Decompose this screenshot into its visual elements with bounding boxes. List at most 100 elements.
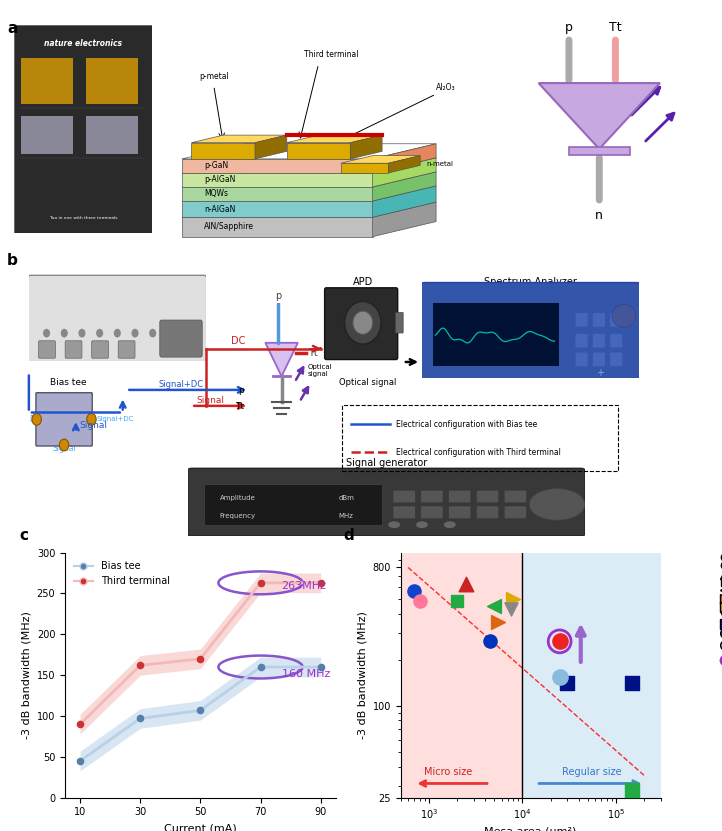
FancyBboxPatch shape (448, 506, 471, 519)
Text: p: p (238, 386, 244, 396)
Polygon shape (373, 186, 436, 217)
Text: 263MHz: 263MHz (282, 581, 326, 591)
Text: +: + (596, 368, 604, 378)
Text: MQWs: MQWs (204, 189, 228, 199)
FancyBboxPatch shape (575, 313, 588, 327)
FancyBboxPatch shape (593, 352, 605, 366)
Polygon shape (182, 187, 373, 201)
Text: V: V (74, 299, 82, 309)
Text: p: p (275, 292, 282, 302)
Point (451, 595, 463, 608)
Polygon shape (341, 155, 420, 163)
FancyBboxPatch shape (504, 506, 526, 519)
FancyBboxPatch shape (610, 313, 622, 327)
Bar (401, 553, 523, 798)
Text: Regular size: Regular size (562, 767, 622, 777)
Circle shape (114, 329, 121, 337)
Text: Signal: Signal (52, 444, 76, 453)
Point (627, 676, 638, 690)
Polygon shape (350, 135, 382, 159)
Point (554, 670, 565, 683)
Circle shape (43, 329, 50, 337)
Circle shape (131, 329, 139, 337)
FancyBboxPatch shape (610, 352, 622, 366)
Polygon shape (341, 163, 388, 173)
Circle shape (61, 329, 68, 337)
FancyBboxPatch shape (593, 334, 605, 347)
Y-axis label: -3 dB bandwidth (MHz): -3 dB bandwidth (MHz) (21, 612, 31, 739)
Polygon shape (255, 135, 287, 159)
Bar (86, 58, 138, 104)
Text: Third terminal: Third terminal (304, 51, 359, 59)
Circle shape (32, 413, 41, 425)
Text: Signal+DC: Signal+DC (97, 416, 134, 422)
Circle shape (612, 304, 636, 327)
Bar (86, 116, 138, 154)
Circle shape (416, 521, 428, 529)
FancyBboxPatch shape (160, 320, 202, 357)
FancyBboxPatch shape (65, 341, 82, 358)
Point (627, 784, 638, 797)
Text: mA: mA (122, 299, 141, 309)
Polygon shape (182, 217, 373, 237)
FancyBboxPatch shape (325, 288, 398, 360)
Text: Tt: Tt (235, 402, 244, 411)
Point (508, 592, 519, 605)
Point (461, 578, 472, 591)
Text: b: b (7, 253, 18, 268)
Polygon shape (373, 172, 436, 201)
Polygon shape (373, 144, 436, 173)
X-axis label: Mesa area (μm²): Mesa area (μm²) (484, 827, 577, 831)
Text: p-GaN: p-GaN (204, 161, 228, 170)
Y-axis label: -3 dB bandwidth (MHz): -3 dB bandwidth (MHz) (357, 612, 367, 739)
Point (484, 634, 496, 647)
Text: Amplitude: Amplitude (219, 495, 256, 501)
Text: Tt: Tt (609, 22, 622, 34)
Text: d: d (344, 529, 355, 543)
Text: n-metal: n-metal (427, 161, 453, 167)
Circle shape (388, 521, 400, 529)
Polygon shape (182, 173, 373, 187)
Text: DC power supply: DC power supply (70, 284, 147, 293)
Text: Spectrum Analyzer: Spectrum Analyzer (484, 278, 577, 288)
Text: Electrical configuration with Bias tee: Electrical configuration with Bias tee (396, 420, 537, 429)
Text: Optical signal: Optical signal (339, 378, 396, 387)
Point (414, 595, 425, 608)
FancyBboxPatch shape (14, 25, 152, 233)
Polygon shape (182, 159, 373, 173)
Text: Signal: Signal (79, 421, 108, 430)
X-axis label: Current (mA): Current (mA) (164, 823, 237, 831)
Polygon shape (373, 158, 436, 187)
FancyBboxPatch shape (393, 506, 415, 519)
Bar (22, 116, 74, 154)
Circle shape (353, 311, 373, 334)
Point (554, 635, 565, 648)
FancyBboxPatch shape (188, 469, 585, 536)
FancyBboxPatch shape (118, 341, 135, 358)
Polygon shape (191, 143, 255, 159)
Polygon shape (182, 202, 436, 217)
Polygon shape (182, 172, 436, 187)
Text: c: c (19, 529, 28, 543)
Polygon shape (388, 155, 420, 173)
Text: p-metal: p-metal (199, 72, 229, 81)
FancyBboxPatch shape (421, 490, 443, 503)
Circle shape (87, 413, 96, 425)
Text: DC: DC (29, 415, 40, 424)
Text: Micro size: Micro size (424, 767, 472, 777)
Circle shape (96, 329, 103, 337)
Point (505, 602, 516, 615)
Text: DC: DC (231, 336, 245, 346)
Text: APD: APD (352, 278, 373, 288)
FancyBboxPatch shape (575, 352, 588, 366)
Bar (433, 303, 559, 366)
Polygon shape (266, 342, 297, 376)
Text: a: a (7, 21, 17, 36)
Text: Tt: Tt (308, 347, 318, 357)
Text: MHz: MHz (339, 514, 354, 519)
FancyBboxPatch shape (610, 334, 622, 347)
FancyBboxPatch shape (420, 283, 641, 380)
FancyBboxPatch shape (448, 490, 471, 503)
Polygon shape (287, 135, 382, 143)
Text: n-AlGaN: n-AlGaN (204, 204, 235, 214)
